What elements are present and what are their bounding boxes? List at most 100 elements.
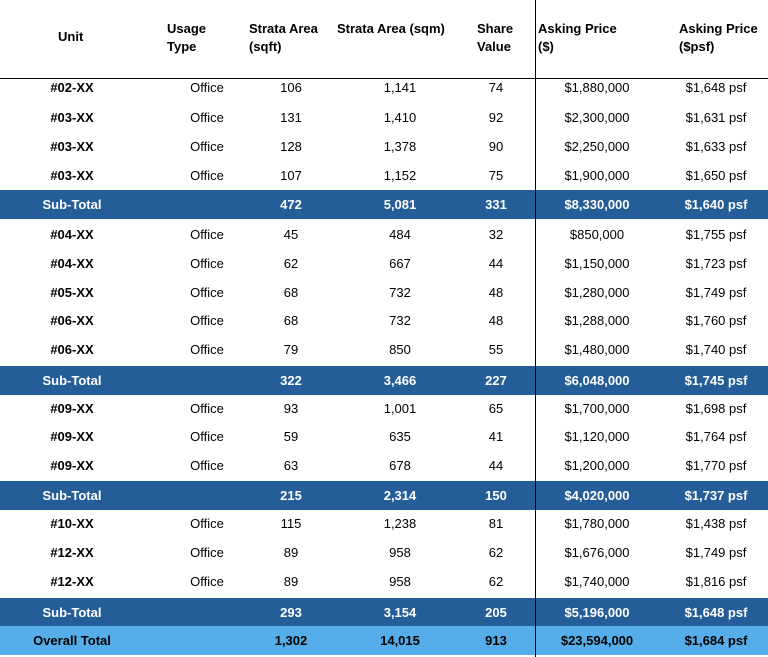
- row-asking-price-psf: $1,648 psf: [685, 80, 747, 95]
- row-share-value: 44: [488, 458, 504, 473]
- row-asking-price: $6,048,000: [564, 373, 630, 388]
- row-strata-area-sqft: 322: [280, 373, 302, 388]
- header-unit: Unit: [58, 29, 84, 44]
- row-unit: #04-XX: [50, 256, 94, 271]
- row-strata-area-sqft: 293: [280, 605, 302, 620]
- row-unit: #02-XX: [50, 80, 94, 95]
- header-asking-price-line1: Asking Price: [538, 21, 617, 36]
- row-unit: #06-XX: [50, 313, 94, 328]
- row-share-value: 62: [488, 545, 504, 560]
- subtotal-row: Sub-Total 472 5,081 331 $8,330,000 $1,640 psf: [0, 190, 768, 219]
- row-asking-price: $1,740,000: [564, 574, 630, 589]
- row-usage-type: Office: [190, 168, 224, 183]
- row-share-value: 74: [488, 80, 504, 95]
- row-share-value: 62: [488, 574, 504, 589]
- row-usage-type: Office: [190, 458, 224, 473]
- row-asking-price-psf: $1,723 psf: [685, 256, 747, 271]
- row-asking-price: $1,676,000: [564, 545, 630, 560]
- row-unit: #09-XX: [50, 458, 94, 473]
- row-asking-price: $2,300,000: [564, 110, 630, 125]
- row-share-value: 913: [485, 633, 507, 648]
- table-row: #10-XX Office 115 1,238 81 $1,780,000 $1,438 p…: [0, 509, 768, 538]
- table-row: #09-XX Office 63 678 44 $1,200,000 $1,770 psf: [0, 451, 768, 480]
- header-strata-area-sqft: Strata Area (sqft): [249, 20, 318, 56]
- row-usage-type: [172, 366, 242, 395]
- row-asking-price-psf: $1,648 psf: [684, 605, 748, 620]
- row-share-value: 65: [488, 401, 504, 416]
- row-usage-type: Office: [190, 139, 224, 154]
- row-strata-area-sqft: 93: [283, 401, 299, 416]
- row-asking-price: $1,700,000: [564, 401, 630, 416]
- row-strata-area-sqft: 68: [283, 313, 299, 328]
- row-usage-type: [172, 190, 242, 219]
- row-usage-type: Office: [190, 574, 224, 589]
- row-unit: #04-XX: [50, 227, 94, 242]
- row-strata-area-sqft: 62: [283, 256, 299, 271]
- row-asking-price-psf: $1,749 psf: [685, 545, 747, 560]
- row-share-value: 32: [488, 227, 504, 242]
- row-asking-price-psf: $1,764 psf: [685, 429, 747, 444]
- row-unit: #10-XX: [50, 516, 94, 531]
- row-asking-price-psf: $1,650 psf: [685, 168, 747, 183]
- row-strata-area-sqm: 3,154: [383, 605, 417, 620]
- row-strata-area-sqm: 3,466: [383, 373, 417, 388]
- row-usage-type: Office: [190, 313, 224, 328]
- row-strata-area-sqm: 678: [389, 458, 411, 473]
- row-strata-area-sqft: 107: [280, 168, 302, 183]
- row-unit: Sub-Total: [42, 488, 102, 503]
- row-strata-area-sqm: 1,378: [383, 139, 417, 154]
- table-row: #04-XX Office 62 667 44 $1,150,000 $1,723 psf: [0, 249, 768, 278]
- row-strata-area-sqft: 89: [283, 574, 299, 589]
- row-share-value: 92: [488, 110, 504, 125]
- row-asking-price: $8,330,000: [564, 197, 630, 212]
- row-asking-price: $1,480,000: [564, 342, 630, 357]
- row-asking-price-psf: $1,684 psf: [684, 633, 748, 648]
- row-asking-price: $1,280,000: [564, 285, 630, 300]
- row-strata-area-sqm: 1,410: [383, 110, 417, 125]
- row-strata-area-sqm: 958: [389, 574, 411, 589]
- row-strata-area-sqm: 1,141: [383, 80, 417, 95]
- subtotal-row: Sub-Total 322 3,466 227 $6,048,000 $1,745 psf: [0, 366, 768, 395]
- row-unit: #03-XX: [50, 168, 94, 183]
- header-share-value-line2: Value: [477, 39, 511, 54]
- row-asking-price: $1,780,000: [564, 516, 630, 531]
- row-asking-price-psf: $1,816 psf: [685, 574, 747, 589]
- table-row: #12-XX Office 89 958 62 $1,740,000 $1,816 psf: [0, 567, 768, 596]
- row-asking-price: $1,900,000: [564, 168, 630, 183]
- row-strata-area-sqft: 59: [283, 429, 299, 444]
- row-strata-area-sqm: 732: [389, 285, 411, 300]
- row-asking-price-psf: $1,631 psf: [685, 110, 747, 125]
- row-asking-price: $1,120,000: [564, 429, 630, 444]
- row-usage-type: Office: [190, 401, 224, 416]
- row-strata-area-sqm: 667: [389, 256, 411, 271]
- row-strata-area-sqft: 131: [280, 110, 302, 125]
- row-strata-area-sqft: 79: [283, 342, 299, 357]
- row-strata-area-sqft: 128: [280, 139, 302, 154]
- row-unit: #03-XX: [50, 110, 94, 125]
- row-usage-type: Office: [190, 110, 224, 125]
- row-strata-area-sqm: 2,314: [383, 488, 417, 503]
- row-usage-type: [172, 481, 242, 510]
- row-strata-area-sqft: 472: [280, 197, 302, 212]
- table-row: #09-XX Office 93 1,001 65 $1,700,000 $1,698 ps…: [0, 394, 768, 423]
- row-asking-price: $850,000: [569, 227, 625, 242]
- row-asking-price: $1,200,000: [564, 458, 630, 473]
- row-strata-area-sqft: 106: [280, 80, 302, 95]
- table-row: #12-XX Office 89 958 62 $1,676,000 $1,749 psf: [0, 538, 768, 567]
- row-usage-type: Office: [190, 429, 224, 444]
- row-strata-area-sqm: 635: [389, 429, 411, 444]
- header-usage-type-line2: Type: [167, 39, 197, 54]
- row-asking-price-psf: $1,737 psf: [684, 488, 748, 503]
- row-share-value: 75: [488, 168, 504, 183]
- row-share-value: 44: [488, 256, 504, 271]
- row-asking-price-psf: $1,633 psf: [685, 139, 747, 154]
- row-strata-area-sqft: 1,302: [274, 633, 308, 648]
- header-strata-area-sqft-line2: (sqft): [249, 39, 282, 54]
- row-unit: #09-XX: [50, 429, 94, 444]
- row-asking-price: $1,150,000: [564, 256, 630, 271]
- row-asking-price: $4,020,000: [564, 488, 630, 503]
- row-strata-area-sqft: 45: [283, 227, 299, 242]
- row-usage-type: Office: [190, 545, 224, 560]
- row-unit: #03-XX: [50, 139, 94, 154]
